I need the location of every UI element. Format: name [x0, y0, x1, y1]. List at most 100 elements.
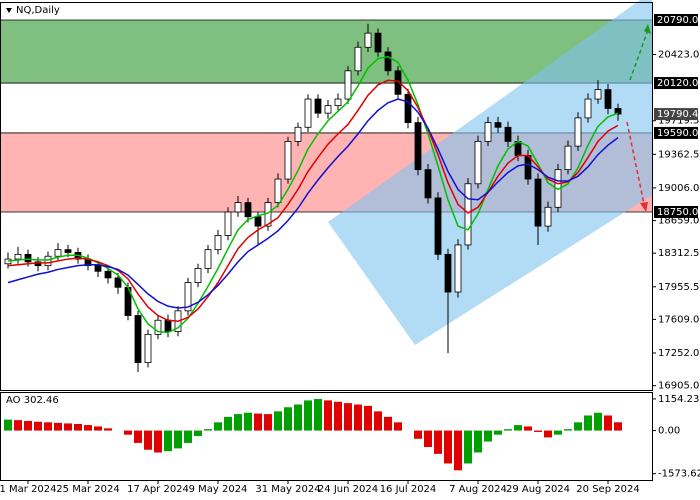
ao-bar — [64, 423, 72, 431]
ao-bar — [94, 426, 102, 431]
ao-bar — [454, 430, 462, 471]
ao-bar — [104, 428, 112, 431]
y-tick-label: 17252.0 — [658, 348, 699, 359]
ao-bar — [314, 399, 322, 431]
level-label: 18750.0 — [657, 207, 698, 218]
ao-bar — [204, 429, 212, 431]
level-tag — [654, 126, 698, 139]
candle-body — [434, 197, 442, 255]
ao-bar — [34, 421, 42, 431]
moving-average — [7, 98, 619, 309]
candle-body — [164, 319, 172, 332]
ao-bar — [254, 413, 262, 431]
ao-bar — [444, 430, 452, 464]
x-tick-label: 7 Aug 2024 — [449, 484, 507, 495]
ao-bar — [54, 422, 62, 431]
ao-bar — [544, 430, 552, 438]
candle-body — [484, 122, 492, 142]
x-tick-label: 25 Mar 2024 — [56, 484, 119, 495]
candle-body — [204, 249, 212, 269]
ao-bar — [284, 407, 292, 431]
candle-body — [214, 235, 222, 251]
x-tick-label: 31 May 2024 — [255, 484, 320, 495]
candle-body — [584, 98, 592, 119]
y-tick-label: 17609.0 — [658, 314, 699, 325]
candle-body — [314, 98, 322, 114]
ao-bar — [74, 423, 82, 431]
ao-bar — [164, 430, 172, 452]
candle-body — [544, 206, 552, 227]
ao-bar — [384, 416, 392, 431]
candle-body — [394, 70, 402, 95]
level-label: 20790.0 — [657, 15, 698, 26]
x-tick-label: 17 Apr 2024 — [127, 484, 189, 495]
ao-bar — [594, 412, 602, 431]
ao-bar — [304, 400, 312, 431]
y-tick-label: 18312.5 — [658, 248, 699, 259]
level-tag — [654, 77, 698, 90]
ao-bar — [424, 430, 432, 448]
ao-bar — [324, 400, 332, 431]
ao-bar — [414, 430, 422, 439]
candle-body — [344, 70, 352, 100]
ao-bar — [474, 430, 482, 453]
candle-body — [104, 270, 112, 279]
candle-body — [304, 98, 312, 128]
candle-body — [414, 122, 422, 171]
moving-average — [7, 55, 619, 334]
candle-body — [184, 282, 192, 312]
level-label: 19790.4 — [657, 109, 698, 120]
candle-body — [354, 46, 362, 72]
level-label: 20120.0 — [657, 78, 698, 89]
candle-body — [604, 89, 612, 109]
level-tag — [654, 13, 698, 26]
ao-bar — [614, 422, 622, 431]
candle-body — [374, 32, 382, 53]
candle-body — [524, 155, 532, 180]
candle-body — [274, 178, 282, 203]
candle-body — [444, 253, 452, 293]
level-label: 19590.0 — [657, 128, 698, 139]
candle-body — [454, 244, 462, 293]
osc-y-tick-label: -1573.62 — [658, 469, 700, 480]
candle-body — [384, 51, 392, 72]
ao-bar — [514, 425, 522, 431]
chart-title: NQ,Daily — [16, 5, 60, 16]
ao-bar — [524, 426, 532, 431]
candle-body — [14, 253, 22, 260]
arrow-head — [640, 202, 648, 212]
ao-bar — [534, 430, 542, 432]
ao-bar — [84, 425, 92, 431]
x-tick-label: 29 Aug 2024 — [506, 484, 570, 495]
ao-bar — [294, 404, 302, 431]
candle-body — [154, 319, 162, 335]
ao-bar — [214, 422, 222, 431]
ao-bar — [154, 430, 162, 453]
y-tick-label: 19362.5 — [658, 149, 699, 160]
oscillator-label: AO 302.46 — [6, 395, 59, 406]
ao-bar — [174, 430, 182, 449]
ao-bar — [554, 430, 562, 435]
ao-bar — [354, 404, 362, 431]
candle-body — [114, 277, 122, 288]
y-tick-label: 19719.5 — [658, 116, 699, 127]
x-tick-label: 20 Sep 2024 — [576, 484, 639, 495]
candle-body — [294, 126, 302, 142]
ao-bar — [224, 416, 232, 431]
y-tick-label: 18659.0 — [658, 216, 699, 227]
candle-body — [194, 268, 202, 283]
osc-y-tick-label: 0.00 — [658, 426, 680, 437]
candle-body — [144, 333, 152, 364]
x-tick-label: 24 Jun 2024 — [318, 484, 378, 495]
candle-body — [334, 98, 342, 107]
osc-y-tick-label: 1154.23 — [658, 394, 699, 405]
ao-bar — [374, 411, 382, 431]
candle-body — [594, 89, 602, 100]
candle-body — [284, 141, 292, 180]
candle-body — [534, 178, 542, 227]
candle-body — [244, 202, 252, 218]
candle-body — [504, 126, 512, 142]
ao-bar — [574, 422, 582, 431]
ao-bar — [124, 430, 132, 435]
ao-bar — [564, 429, 572, 431]
